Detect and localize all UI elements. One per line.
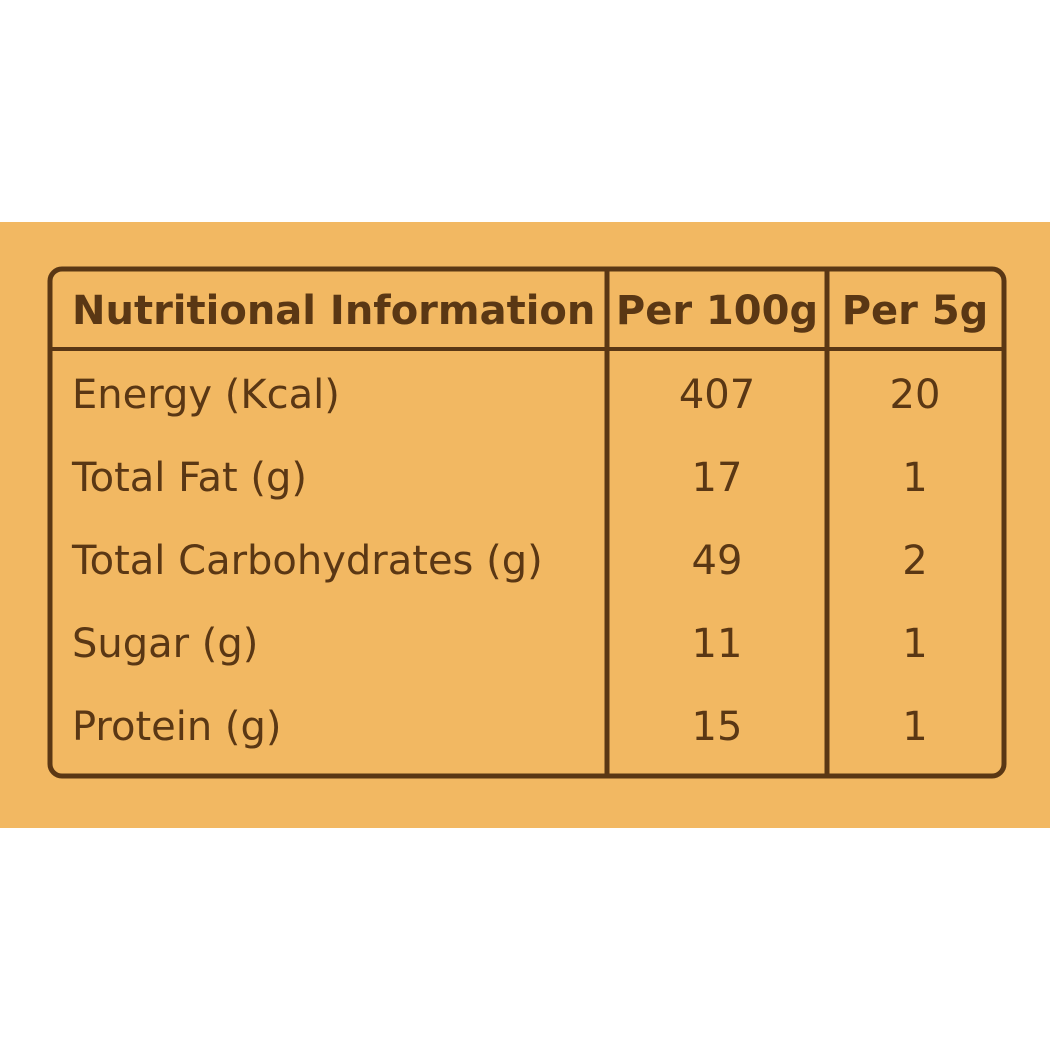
label-background xyxy=(0,222,1050,828)
cell-text: 407 xyxy=(679,372,755,418)
cell-text: Per 100g xyxy=(616,288,818,334)
cell-text: 2 xyxy=(902,538,927,584)
cell-text: 1 xyxy=(902,704,927,750)
cell-text: 17 xyxy=(692,455,743,501)
cell-text: 1 xyxy=(902,621,927,667)
cell-text: Sugar (g) xyxy=(72,621,258,667)
table-border xyxy=(47,266,1007,779)
cell-text: Total Fat (g) xyxy=(71,455,307,501)
cell-text: Per 5g xyxy=(842,288,989,334)
cell-text: 11 xyxy=(692,621,743,667)
cell-text: 1 xyxy=(902,455,927,501)
cell-text: 20 xyxy=(890,372,941,418)
cell-text: 15 xyxy=(692,704,743,750)
cell-text: 49 xyxy=(692,538,743,584)
cell-text: Energy (Kcal) xyxy=(72,372,340,418)
cell-text: Total Carbohydrates (g) xyxy=(71,538,543,584)
cell-text: Protein (g) xyxy=(72,704,282,750)
cell-text: Nutritional Information xyxy=(72,288,595,334)
